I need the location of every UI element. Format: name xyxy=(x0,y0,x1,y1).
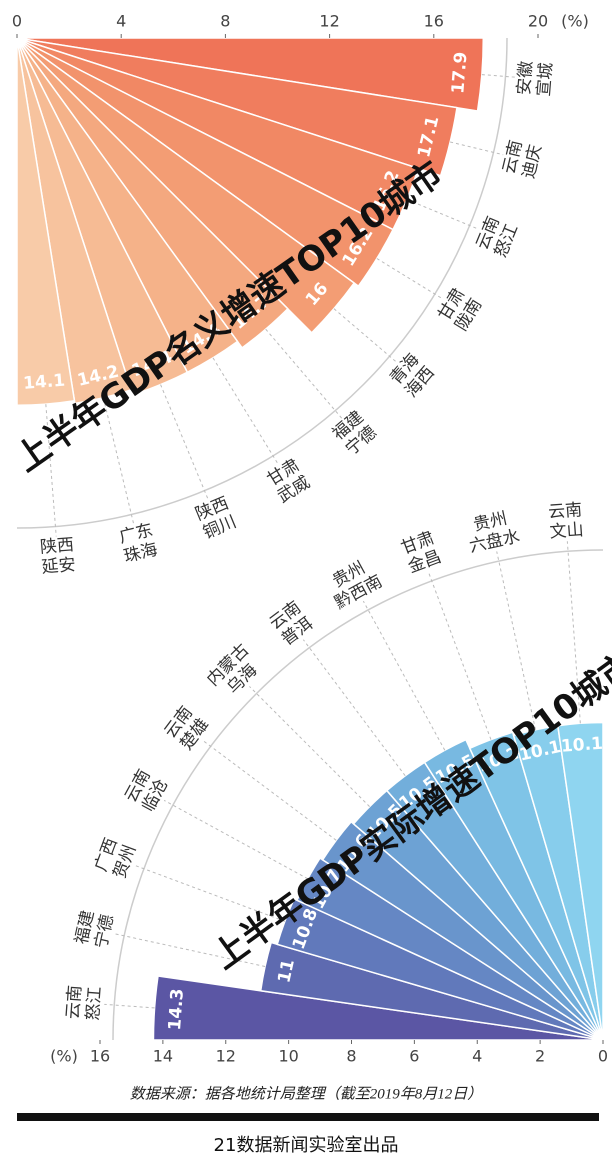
leader-line xyxy=(202,739,337,841)
leader-line xyxy=(249,686,370,807)
x-tick-label: 8 xyxy=(346,1047,356,1066)
bar xyxy=(16,37,189,396)
category-line: 延安 xyxy=(41,555,76,578)
x-tick-label: 12 xyxy=(319,12,339,31)
leader-line xyxy=(104,1003,155,1009)
bar xyxy=(16,37,356,334)
leader-line xyxy=(302,639,406,777)
bar xyxy=(321,820,604,1041)
category-line: 宣城 xyxy=(534,62,557,97)
bar xyxy=(16,37,133,405)
bar xyxy=(468,731,604,1041)
divider xyxy=(17,1113,599,1121)
value-label: 11 xyxy=(274,957,299,984)
bar xyxy=(296,857,604,1041)
leader-line xyxy=(212,357,279,465)
leader-line xyxy=(427,571,492,740)
category-line: 云南 xyxy=(63,985,85,1020)
value-label: 17.9 xyxy=(448,51,471,94)
x-tick-label: 14 xyxy=(153,1047,173,1066)
x-tick-label: 0 xyxy=(12,12,22,31)
x-tick-label: 8 xyxy=(220,12,230,31)
x-tick-label: 16 xyxy=(90,1047,110,1066)
footer: 21数据新闻实验室出品 xyxy=(214,1135,399,1156)
leader-line xyxy=(376,258,444,300)
x-tick-label: 12 xyxy=(216,1047,236,1066)
value-label: 14.1 xyxy=(22,371,65,394)
source: 数据来源：据各地统计局整理（截至2019年8月12日） xyxy=(130,1085,483,1102)
x-tick-label: 6 xyxy=(409,1047,419,1066)
x-tick-label: 16 xyxy=(424,12,444,31)
category-line: 陕西 xyxy=(39,535,74,558)
leader-line xyxy=(496,551,536,730)
leader-line xyxy=(163,799,309,880)
x-tick-label: 10 xyxy=(278,1047,298,1066)
x-tick-label: 4 xyxy=(472,1047,482,1066)
category-line: 怒江 xyxy=(83,986,105,1021)
leader-line xyxy=(362,600,446,751)
category-line: 文山 xyxy=(549,520,584,542)
unit: (%) xyxy=(50,1047,78,1066)
value-label: 14.3 xyxy=(165,988,188,1031)
label-arc xyxy=(112,549,604,1041)
leader-line xyxy=(45,404,57,537)
category-line: 安徽 xyxy=(514,60,537,95)
leader-line xyxy=(481,74,516,78)
category-line: 云南 xyxy=(548,500,583,522)
unit: (%) xyxy=(561,12,589,31)
leader-line xyxy=(265,328,343,419)
leader-line xyxy=(566,541,581,724)
leader-line xyxy=(160,384,209,501)
leader-line xyxy=(406,199,480,230)
leader-line xyxy=(333,308,398,364)
x-tick-label: 2 xyxy=(535,1047,545,1066)
x-tick-label: 4 xyxy=(116,12,126,31)
x-tick-label: 0 xyxy=(598,1047,608,1066)
leader-line xyxy=(114,933,266,967)
x-tick-label: 20 xyxy=(528,12,548,31)
label-arc xyxy=(16,37,508,529)
leader-line xyxy=(134,864,286,922)
leader-line xyxy=(102,397,135,525)
value-label: 10.1 xyxy=(560,734,603,757)
